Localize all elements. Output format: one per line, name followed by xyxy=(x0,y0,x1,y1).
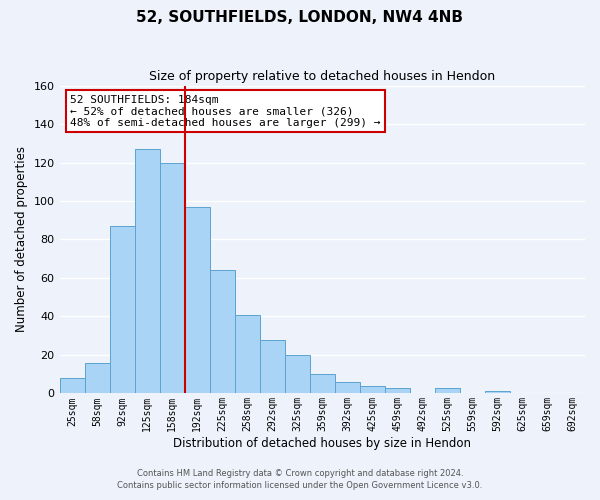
Bar xyxy=(185,207,209,394)
Bar xyxy=(59,378,85,394)
Bar xyxy=(110,226,134,394)
Bar xyxy=(360,386,385,394)
Text: 52 SOUTHFIELDS: 184sqm
← 52% of detached houses are smaller (326)
48% of semi-de: 52 SOUTHFIELDS: 184sqm ← 52% of detached… xyxy=(70,95,380,128)
Bar xyxy=(385,388,410,394)
Bar xyxy=(134,149,160,394)
Bar xyxy=(335,382,360,394)
Bar xyxy=(260,340,285,394)
Bar xyxy=(160,162,185,394)
Text: Contains HM Land Registry data © Crown copyright and database right 2024.
Contai: Contains HM Land Registry data © Crown c… xyxy=(118,468,482,490)
X-axis label: Distribution of detached houses by size in Hendon: Distribution of detached houses by size … xyxy=(173,437,471,450)
Bar xyxy=(485,392,510,394)
Bar xyxy=(310,374,335,394)
Bar xyxy=(209,270,235,394)
Bar xyxy=(85,362,110,394)
Bar xyxy=(235,314,260,394)
Bar xyxy=(435,388,460,394)
Bar xyxy=(285,355,310,394)
Title: Size of property relative to detached houses in Hendon: Size of property relative to detached ho… xyxy=(149,70,496,83)
Y-axis label: Number of detached properties: Number of detached properties xyxy=(15,146,28,332)
Text: 52, SOUTHFIELDS, LONDON, NW4 4NB: 52, SOUTHFIELDS, LONDON, NW4 4NB xyxy=(137,10,464,25)
